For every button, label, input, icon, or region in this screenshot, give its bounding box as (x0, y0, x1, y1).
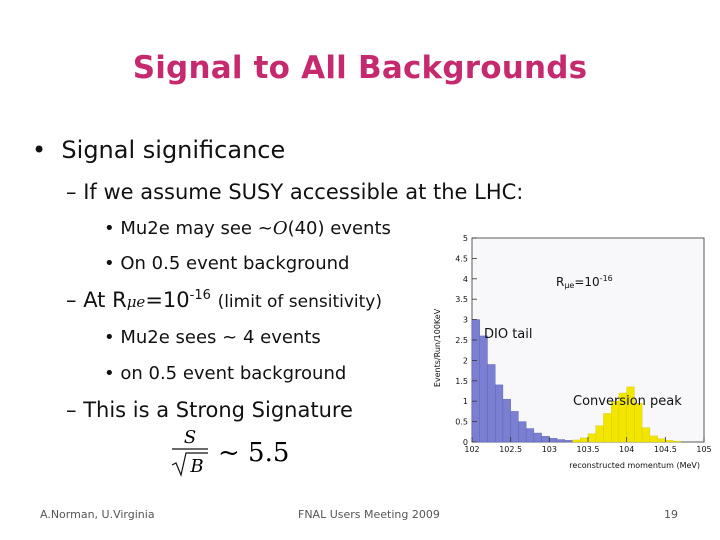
bullet-mu2e-sees: • Mu2e sees ~ 4 events (104, 327, 321, 348)
formula-denominator: B (189, 456, 203, 477)
rate-subscript: μe (126, 293, 146, 311)
y-tick-label: 3.5 (455, 295, 468, 304)
bullet-text: Signal significance (61, 136, 286, 164)
bullet-dot: • (104, 253, 121, 274)
x-tick-label: 104 (619, 445, 634, 454)
dio-tail-label: DIO tail (484, 327, 533, 342)
rate-annotation-exp: -16 (600, 274, 613, 283)
x-tick-label: 104.5 (654, 445, 677, 454)
formula-numerator: S (184, 427, 196, 448)
histogram-bar (494, 384, 504, 443)
histogram-bar (502, 398, 511, 443)
histogram-bar (510, 411, 519, 443)
sqrt-sign (171, 452, 208, 477)
y-tick-label: 4 (463, 275, 468, 284)
bullet-signal-significance: • Signal significance (32, 136, 285, 164)
histogram-bar (556, 439, 565, 443)
bullet-susy-assumption: – If we assume SUSY accessible at the LH… (66, 180, 523, 204)
histogram-bar (657, 438, 666, 443)
bullet-on-background: • on 0.5 event background (104, 363, 346, 384)
y-tick-label: 0 (463, 438, 468, 447)
bullet-dot: • (104, 327, 121, 348)
y-tick-label: 2 (463, 356, 468, 365)
rate-annotation-r: R (556, 275, 564, 289)
x-tick-label: 102.5 (499, 445, 522, 454)
histogram-bar (533, 432, 542, 443)
dash: – (66, 180, 84, 204)
histogram-bar (603, 413, 612, 443)
rate-annotation-eq: =10 (574, 275, 599, 289)
x-tick-label: 102 (464, 445, 479, 454)
momentum-histogram: 102 102.5 103 103.5 104 104.5 105 0 0.5 1 1.5 2 2.5 3… (433, 234, 712, 470)
bullet-text: on 0.5 event background (120, 363, 347, 384)
footer-meeting: FNAL Users Meeting 2009 (298, 508, 440, 521)
y-tick-label: 4.5 (455, 254, 468, 263)
histogram-bar (587, 433, 596, 443)
histogram-bar (487, 364, 496, 443)
histogram-bar (572, 439, 581, 443)
y-tick-label: 5 (463, 234, 468, 243)
histogram-bar (649, 435, 658, 443)
rate-annotation: Rμe=10-16 (556, 274, 613, 290)
rate-note: (limit of sensitivity) (217, 292, 382, 312)
dash: – (66, 288, 84, 312)
significance-formula: S B ~ 5.5 (168, 425, 308, 485)
bullet-at-rate: – At Rμe=10-16 (limit of sensitivity) (66, 288, 382, 312)
bullet-dot: • (104, 218, 121, 239)
histogram-bar (564, 440, 573, 443)
formula-svg: S B ~ 5.5 (171, 427, 289, 477)
histogram-bar (595, 425, 604, 443)
dash: – (66, 398, 84, 422)
y-tick-label: 2.5 (455, 336, 468, 345)
y-tick-label: 3 (463, 316, 468, 325)
x-tick-label: 105 (696, 445, 711, 454)
bullet-dot: • (32, 136, 62, 164)
bullet-strong-signature: – This is a Strong Signature (66, 398, 353, 422)
y-tick-label: 1 (463, 397, 468, 406)
bullet-text-post: (40) events (287, 218, 391, 239)
bullet-text: This is a Strong Signature (83, 398, 353, 422)
histogram-bar (665, 440, 674, 443)
histogram-bar (541, 436, 550, 443)
histogram-bar (479, 335, 488, 443)
rate-value: =10 (145, 288, 190, 312)
formula-rhs: ~ 5.5 (218, 438, 289, 468)
y-axis-label: Events/Run/100KeV (433, 308, 442, 387)
plot-ticks: 102 102.5 103 103.5 104 104.5 105 0 0.5 1 1.5 2 2.5 3… (455, 234, 711, 454)
histogram-bar (518, 421, 527, 443)
x-tick-label: 103.5 (577, 445, 600, 454)
slide-title: Signal to All Backgrounds (132, 50, 588, 86)
bullet-text-pre: Mu2e may see ~ (120, 218, 273, 239)
histogram-bar (634, 403, 643, 443)
rate-exponent: -16 (189, 288, 211, 303)
bullet-text: Mu2e sees ~ 4 events (120, 327, 321, 348)
big-o-symbol: O (272, 218, 288, 239)
footer-author: A.Norman, U.Virginia (40, 508, 155, 521)
histogram-bar (580, 437, 589, 443)
bullet-background: • On 0.5 event background (104, 253, 349, 274)
bullet-text: On 0.5 event background (120, 253, 350, 274)
x-axis-label: reconstructed momentum (MeV) (569, 461, 700, 470)
histogram-bar (672, 440, 681, 443)
rate-annotation-sub: μe (564, 281, 574, 290)
bullet-mu2e-may-see: • Mu2e may see ~O(40) events (104, 218, 391, 239)
y-tick-label: 1.5 (455, 377, 468, 386)
histogram-bar (525, 428, 535, 443)
rate-r: At R (83, 288, 127, 312)
y-tick-label: 0.5 (455, 418, 468, 427)
histogram-bar (641, 427, 651, 443)
x-tick-label: 103 (542, 445, 557, 454)
conversion-peak-label: Conversion peak (573, 394, 682, 409)
bullet-text: If we assume SUSY accessible at the LHC: (83, 180, 524, 204)
bullet-dot: • (104, 363, 121, 384)
footer-page-number: 19 (664, 508, 678, 521)
histogram-bar (549, 438, 558, 443)
